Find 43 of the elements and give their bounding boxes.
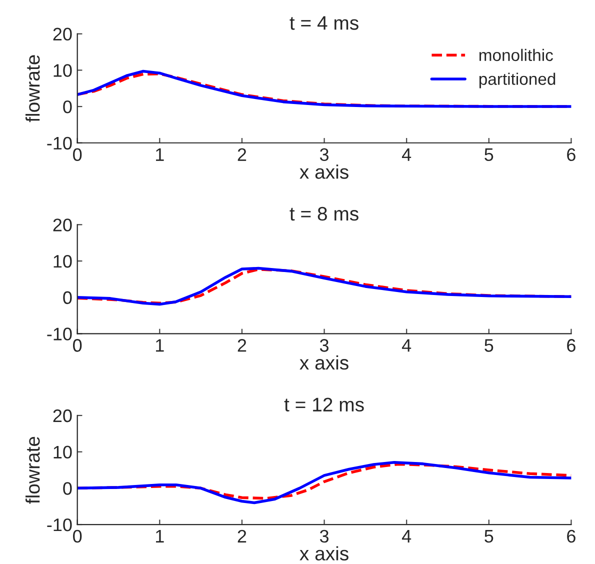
y-tick-label: 0 — [63, 482, 72, 495]
legend-label: monolithic — [479, 48, 553, 62]
x-tick-label: 0 — [73, 148, 82, 162]
x-tick-label: 5 — [484, 339, 494, 352]
x-tick-label: 3 — [320, 148, 329, 162]
y-tick-label: -10 — [47, 328, 72, 340]
y-tick-label: 10 — [54, 64, 72, 77]
y-tick-label: -10 — [47, 518, 72, 532]
x-tick-label: 4 — [402, 339, 412, 352]
x-tick-label: 1 — [156, 530, 164, 542]
x-tick-label: 6 — [567, 530, 576, 543]
y-tick-label: 10 — [54, 254, 72, 268]
x-axis-title: x axis — [300, 355, 348, 370]
y-axis-title: flowrate — [25, 436, 40, 504]
y-tick-label: 10 — [54, 446, 72, 459]
x-tick-label: 6 — [567, 339, 576, 352]
x-tick-label: 2 — [238, 530, 246, 542]
x-tick-label: 1 — [156, 339, 164, 352]
y-tick-label: 0 — [63, 100, 72, 114]
x-tick-label: 5 — [484, 530, 494, 543]
x-tick-label: 3 — [320, 530, 329, 543]
y-tick-label: 20 — [53, 409, 72, 422]
x-tick-label: 1 — [156, 148, 164, 161]
x-tick-label: 0 — [73, 339, 82, 352]
x-tick-label: 6 — [567, 148, 576, 162]
x-tick-label: 2 — [238, 339, 246, 352]
y-tick-label: 20 — [53, 28, 72, 41]
y-tick-label: 20 — [53, 218, 72, 232]
chart-title: t = 12 ms — [284, 398, 364, 412]
legend-label: partitioned — [479, 72, 556, 88]
chart-title: t = 8 ms — [290, 206, 358, 221]
y-axis-title: flowrate — [25, 55, 40, 122]
x-tick-label: 4 — [402, 530, 412, 542]
x-tick-label: 4 — [402, 148, 412, 161]
chart-title: t = 4 ms — [290, 16, 358, 30]
y-tick-label: -10 — [47, 136, 72, 150]
x-axis-title: x axis — [300, 546, 348, 560]
y-tick-label: 0 — [63, 291, 72, 304]
x-tick-label: 2 — [238, 148, 246, 161]
x-tick-label: 5 — [484, 148, 494, 162]
x-tick-label: 0 — [73, 530, 82, 543]
x-tick-label: 3 — [320, 339, 329, 352]
x-axis-title: x axis — [300, 164, 348, 179]
